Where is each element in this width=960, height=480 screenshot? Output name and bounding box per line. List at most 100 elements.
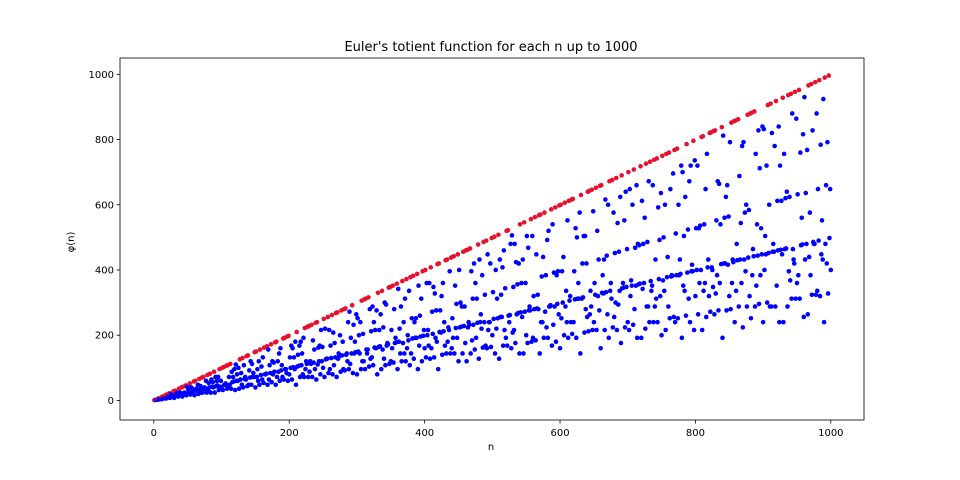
- composite-point: [817, 293, 823, 299]
- composite-point: [416, 343, 422, 348]
- composite-point: [818, 142, 823, 148]
- composite-point: [476, 356, 482, 361]
- composite-point: [517, 351, 522, 356]
- composite-point: [600, 272, 605, 278]
- composite-point: [408, 351, 414, 356]
- composite-point: [607, 288, 613, 294]
- composite-point: [578, 351, 583, 356]
- composite-point: [358, 366, 364, 372]
- composite-point: [521, 351, 526, 356]
- composite-point: [347, 361, 353, 367]
- composite-point: [440, 280, 446, 286]
- composite-point: [477, 257, 482, 262]
- prime-point: [375, 290, 381, 296]
- composite-point: [794, 280, 800, 286]
- composite-point: [519, 280, 524, 286]
- composite-point: [714, 272, 720, 278]
- composite-point: [402, 351, 407, 356]
- composite-point: [327, 366, 333, 372]
- composite-point: [255, 378, 261, 384]
- composite-point: [452, 283, 458, 288]
- composite-point: [824, 261, 830, 266]
- composite-point: [611, 210, 616, 215]
- composite-point: [645, 239, 650, 245]
- composite-point: [407, 362, 413, 368]
- composite-point: [701, 222, 707, 227]
- composite-point: [590, 208, 596, 214]
- composite-point: [220, 387, 226, 393]
- y-tick-label: 400: [95, 265, 114, 276]
- composite-point: [295, 352, 301, 358]
- composite-point: [726, 214, 731, 219]
- composite-point: [320, 344, 325, 350]
- composite-point: [379, 366, 384, 372]
- composite-point: [617, 194, 623, 200]
- prime-point: [528, 216, 534, 222]
- composite-point: [800, 242, 805, 247]
- prime-point: [335, 310, 340, 315]
- prime-point: [626, 169, 631, 175]
- composite-point: [801, 314, 807, 320]
- composite-point: [512, 241, 517, 247]
- composite-point: [697, 223, 703, 228]
- composite-point: [649, 283, 655, 288]
- prime-point: [228, 361, 233, 367]
- composite-point: [592, 280, 597, 286]
- composite-point: [447, 268, 452, 274]
- composite-point: [695, 312, 701, 317]
- composite-point: [809, 292, 815, 298]
- composite-point: [616, 249, 622, 255]
- composite-point: [488, 261, 493, 266]
- composite-point: [397, 326, 402, 331]
- prime-point: [593, 185, 599, 191]
- composite-point: [353, 312, 359, 317]
- composite-point: [484, 345, 490, 351]
- composite-point: [406, 338, 411, 343]
- composite-point: [705, 265, 710, 270]
- composite-point: [802, 94, 807, 100]
- composite-point: [813, 292, 819, 298]
- composite-point: [661, 288, 667, 294]
- composite-point: [232, 366, 237, 372]
- composite-point: [664, 274, 670, 280]
- composite-point: [257, 382, 262, 388]
- composite-point: [502, 327, 507, 333]
- composite-point: [400, 340, 406, 346]
- composite-point: [690, 268, 696, 274]
- composite-point: [688, 163, 693, 168]
- composite-point: [586, 328, 591, 334]
- composite-point: [678, 271, 683, 277]
- composite-point: [605, 202, 611, 208]
- composite-point: [760, 319, 766, 325]
- composite-point: [389, 327, 394, 333]
- composite-point: [757, 165, 763, 171]
- composite-point: [803, 190, 809, 196]
- prime-point: [691, 138, 696, 144]
- composite-point: [523, 280, 528, 286]
- prime-point: [187, 381, 193, 386]
- composite-point: [370, 304, 375, 309]
- composite-point: [452, 351, 457, 356]
- composite-point: [214, 378, 220, 384]
- composite-point: [626, 327, 632, 333]
- prime-point: [553, 205, 558, 210]
- composite-point: [358, 319, 363, 325]
- prime-point: [410, 273, 416, 279]
- composite-point: [471, 322, 476, 328]
- composite-point: [567, 293, 573, 299]
- composite-point: [230, 374, 236, 380]
- y-tick-label: 200: [95, 331, 114, 342]
- composite-point: [462, 304, 467, 309]
- composite-point: [339, 353, 345, 358]
- prime-point: [321, 316, 327, 322]
- composite-point: [422, 345, 427, 351]
- composite-point: [525, 340, 530, 346]
- prime-point: [666, 150, 672, 155]
- composite-point: [364, 351, 370, 356]
- composite-point: [395, 286, 401, 292]
- prime-point: [542, 210, 547, 215]
- composite-point: [814, 111, 819, 116]
- composite-point: [828, 267, 834, 273]
- composite-point: [265, 382, 270, 388]
- composite-point: [285, 378, 291, 384]
